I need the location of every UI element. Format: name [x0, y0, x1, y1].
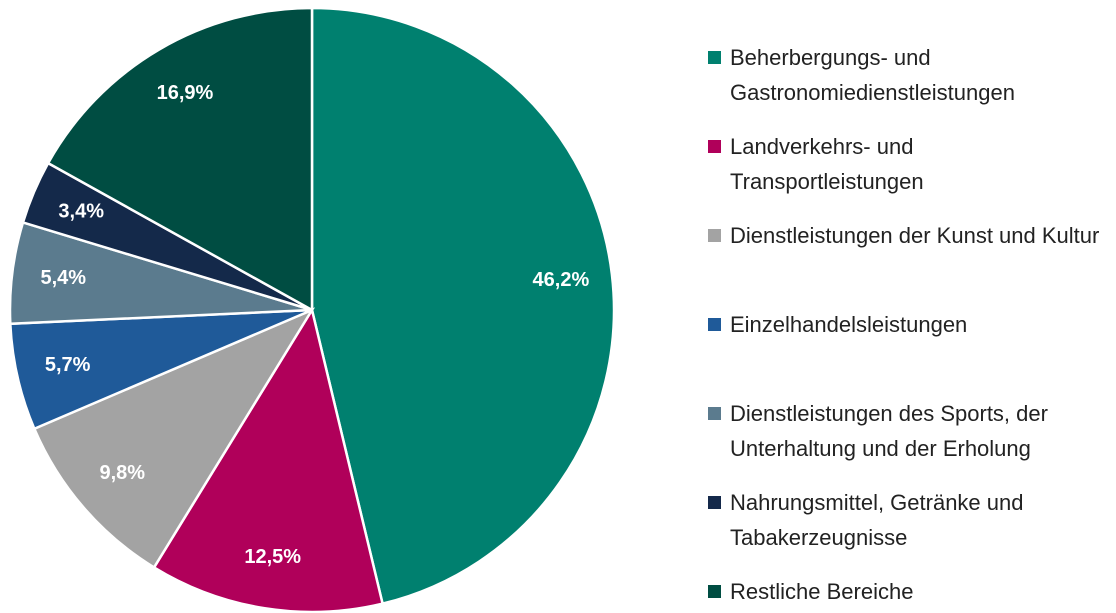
legend-label: Restliche Bereiche — [730, 579, 914, 604]
legend-item: Einzelhandelsleistungen — [708, 307, 1108, 342]
legend-item: Dienstleistungen des Sports, der Unterha… — [708, 396, 1108, 466]
data-label: 5,7% — [45, 354, 91, 376]
pie-slice — [32, 307, 316, 570]
legend-label: Dienstleistungen der Kunst und Kultur — [730, 223, 1100, 248]
data-label: 3,4% — [58, 200, 104, 222]
pie-area: 46,2% 12,5% 9,8% 5,7% 5,4% 3,4% 16,9% — [8, 6, 616, 613]
legend-swatch — [708, 140, 721, 153]
pie-slice — [310, 6, 616, 606]
data-label: 5,4% — [40, 267, 86, 289]
legend-label: Landverkehrs- und Transportleistungen — [730, 134, 924, 194]
legend-label: Einzelhandelsleistungen — [730, 312, 968, 337]
legend-item: Landverkehrs- und Transportleistungen — [708, 129, 1108, 199]
legend-item: Beherbergungs- und Gastronomiedienstleis… — [708, 40, 1108, 110]
legend-label: Beherbergungs- und Gastronomiedienstleis… — [730, 45, 1015, 105]
legend-label: Dienstleistungen des Sports, der Unterha… — [730, 401, 1048, 461]
legend-swatch — [708, 585, 721, 598]
legend-swatch — [708, 496, 721, 509]
legend-swatch — [708, 407, 721, 420]
legend-item: Restliche Bereiche — [708, 574, 1108, 609]
data-label: 9,8% — [99, 462, 145, 484]
legend-swatch — [708, 229, 721, 242]
legend-item: Dienstleistungen der Kunst und Kultur — [708, 218, 1108, 253]
legend-swatch — [708, 51, 721, 64]
legend-item: Nahrungsmittel, Getränke und Tabakerzeug… — [708, 485, 1108, 555]
pie-slice — [152, 306, 385, 613]
data-label: 16,9% — [157, 82, 214, 104]
data-label: 46,2% — [533, 269, 590, 291]
legend-label: Nahrungsmittel, Getränke und Tabakerzeug… — [730, 490, 1024, 550]
data-label: 12,5% — [244, 546, 301, 568]
pie-slice — [46, 6, 314, 313]
legend-swatch — [708, 318, 721, 331]
